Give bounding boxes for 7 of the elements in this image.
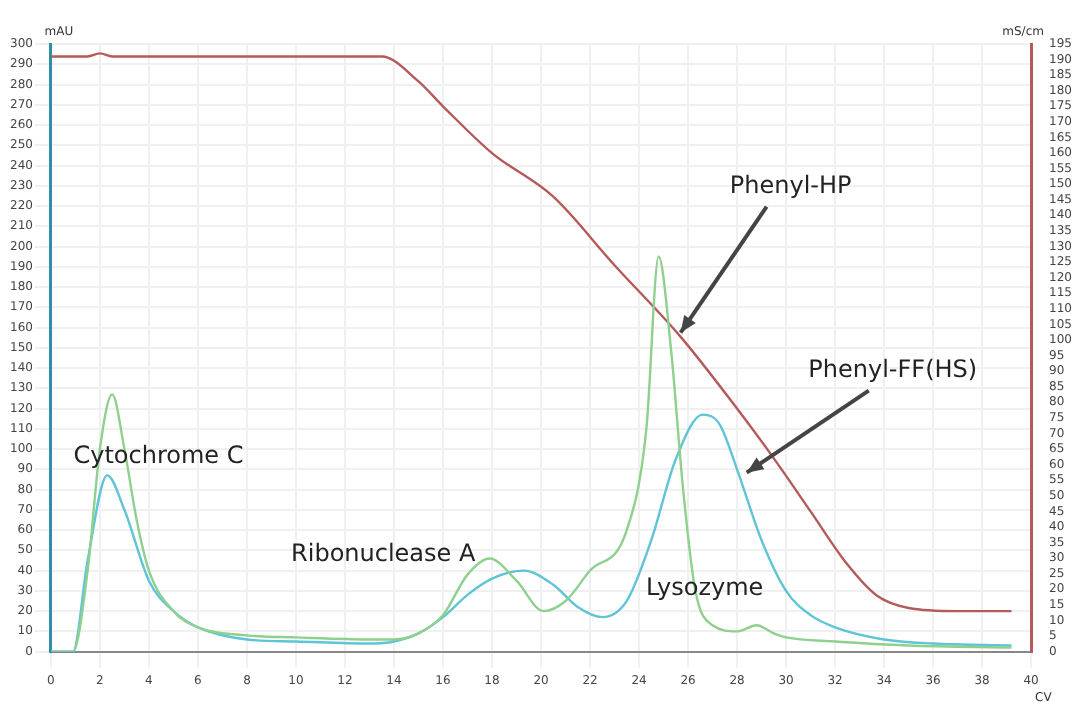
annotation: Ribonuclease A (291, 538, 477, 567)
line-series (50, 52, 1013, 613)
annotation: Cytochrome C (73, 441, 244, 470)
text: Phenyl-HP (729, 170, 852, 199)
line-series (50, 255, 1013, 652)
annotation: Lysozyme (645, 573, 764, 602)
text: Phenyl-FF(HS) (808, 354, 978, 383)
